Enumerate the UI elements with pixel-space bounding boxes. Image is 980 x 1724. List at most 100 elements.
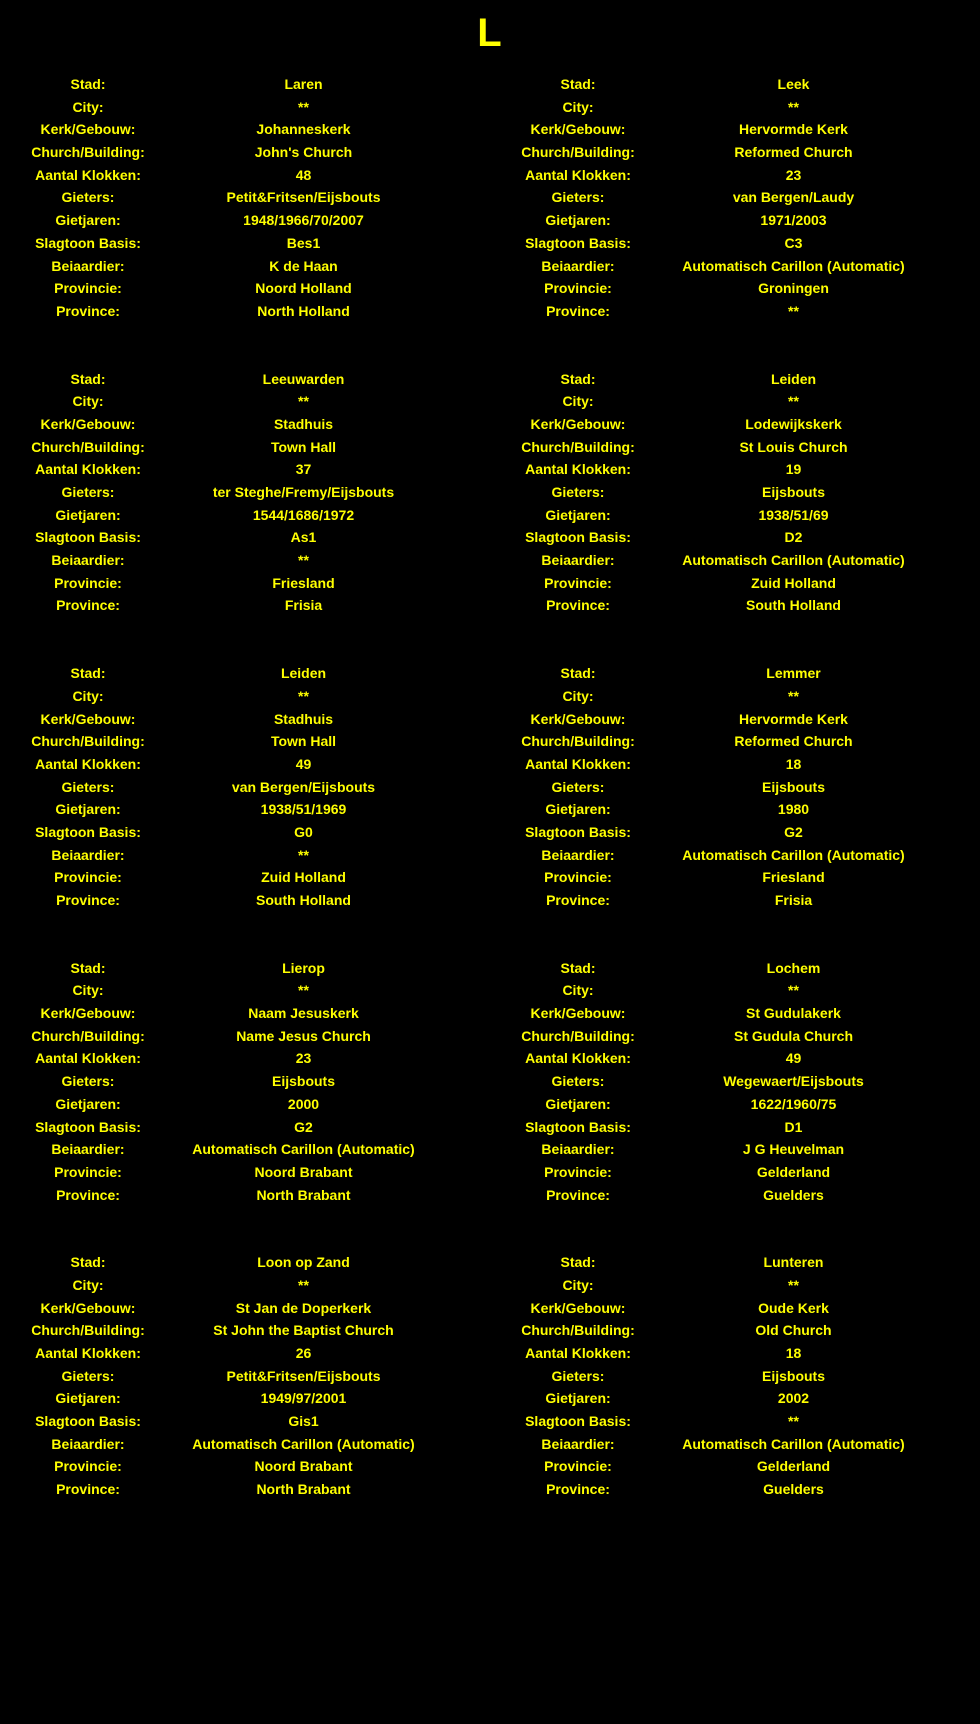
field-value-gieters: van Bergen/Laudy <box>732 189 855 206</box>
carillon-entry: Stad: Lochem City: ** Kerk/Gebouw: St Gudulak… <box>490 960 980 1210</box>
field-value-aantal-klokken: 23 <box>295 1050 312 1067</box>
field-value-slagtoon-basis: G2 <box>294 1118 313 1135</box>
field-row-stad: Stad: Leeuwarden <box>0 371 490 394</box>
field-row-gietjaren: Gietjaren: 1544/1686/1972 <box>0 507 490 530</box>
field-value-beiaardier: J G Heuvelman <box>742 1141 845 1158</box>
field-value-city: ** <box>788 982 799 999</box>
field-value-beiaardier: Automatisch Carillon (Automatic) <box>192 1141 415 1158</box>
field-value-city: ** <box>788 1276 799 1293</box>
field-label-stad: Stad: <box>70 665 106 682</box>
field-value-beiaardier: Automatisch Carillon (Automatic) <box>682 846 905 863</box>
field-value-gietjaren: 1938/51/1969 <box>260 801 347 818</box>
field-label-slagtoon-basis: Slagtoon Basis: <box>35 1118 141 1135</box>
field-row-kerk-gebouw: Kerk/Gebouw: Hervormde Kerk <box>490 711 980 734</box>
field-row-province: Province: Guelders <box>490 1187 980 1210</box>
field-label-provincie: Provincie: <box>544 1458 612 1475</box>
field-label-provincie: Provincie: <box>54 1163 122 1180</box>
carillon-entry: Stad: Lierop City: ** Kerk/Gebouw: Naam Jesus… <box>0 960 490 1210</box>
field-label-gietjaren: Gietjaren: <box>55 801 121 818</box>
field-value-provincie: Zuid Holland <box>751 574 836 591</box>
field-label-gietjaren: Gietjaren: <box>545 1095 611 1112</box>
field-value-slagtoon-basis: D2 <box>784 529 803 546</box>
field-row-aantal-klokken: Aantal Klokken: 49 <box>490 1050 980 1073</box>
field-value-gietjaren: 1971/2003 <box>760 212 827 229</box>
field-value-aantal-klokken: 19 <box>785 461 802 478</box>
field-row-province: Province: Guelders <box>490 1481 980 1504</box>
field-row-beiaardier: Beiaardier: Automatisch Carillon (Automat… <box>490 847 980 870</box>
field-value-aantal-klokken: 49 <box>785 1050 802 1067</box>
field-label-slagtoon-basis: Slagtoon Basis: <box>35 529 141 546</box>
field-value-provincie: Noord Holland <box>255 280 352 297</box>
field-value-church-building: Town Hall <box>270 438 337 455</box>
field-row-province: Province: Frisia <box>0 597 490 620</box>
field-value-gietjaren: 1948/1966/70/2007 <box>243 212 364 229</box>
field-row-aantal-klokken: Aantal Klokken: 18 <box>490 756 980 779</box>
field-label-province: Province: <box>546 1481 610 1498</box>
field-label-province: Province: <box>546 302 610 319</box>
field-row-city: City: ** <box>490 688 980 711</box>
field-value-beiaardier: Automatisch Carillon (Automatic) <box>682 552 905 569</box>
field-row-beiaardier: Beiaardier: Automatisch Carillon (Automat… <box>490 1436 980 1459</box>
field-row-beiaardier: Beiaardier: Automatisch Carillon (Automat… <box>490 552 980 575</box>
field-value-gietjaren: 2000 <box>287 1095 320 1112</box>
field-row-province: Province: South Holland <box>0 892 490 915</box>
field-label-slagtoon-basis: Slagtoon Basis: <box>35 1413 141 1430</box>
field-row-province: Province: North Brabant <box>0 1481 490 1504</box>
field-label-stad: Stad: <box>70 959 106 976</box>
field-value-aantal-klokken: 23 <box>785 166 802 183</box>
field-label-kerk-gebouw: Kerk/Gebouw: <box>530 1005 626 1022</box>
field-value-city: ** <box>298 687 309 704</box>
field-value-gietjaren: 1949/97/2001 <box>260 1390 347 1407</box>
field-value-province: South Holland <box>746 597 841 614</box>
field-value-beiaardier: Automatisch Carillon (Automatic) <box>682 1435 905 1452</box>
field-label-province: Province: <box>546 1186 610 1203</box>
field-row-provincie: Provincie: Zuid Holland <box>490 575 980 598</box>
field-row-kerk-gebouw: Kerk/Gebouw: St Gudulakerk <box>490 1005 980 1028</box>
field-row-gietjaren: Gietjaren: 1971/2003 <box>490 212 980 235</box>
field-row-aantal-klokken: Aantal Klokken: 18 <box>490 1345 980 1368</box>
field-row-provincie: Provincie: Noord Brabant <box>0 1458 490 1481</box>
carillon-entry: Stad: Leeuwarden City: ** Kerk/Gebouw: Stadhu… <box>0 371 490 621</box>
field-value-church-building: Old Church <box>755 1322 832 1339</box>
field-value-gieters: Eijsbouts <box>761 484 825 500</box>
field-value-gieters: Eijsbouts <box>271 1073 335 1090</box>
field-label-church-building: Church/Building: <box>31 1027 145 1044</box>
field-value-provincie: Noord Brabant <box>254 1163 353 1180</box>
field-label-province: Province: <box>56 302 120 319</box>
field-label-stad: Stad: <box>560 665 596 682</box>
field-row-aantal-klokken: Aantal Klokken: 23 <box>0 1050 490 1073</box>
field-label-provincie: Provincie: <box>54 574 122 591</box>
field-label-provincie: Provincie: <box>544 574 612 591</box>
field-label-gieters: Gieters: <box>551 1073 605 1090</box>
field-label-beiaardier: Beiaardier: <box>51 1141 125 1158</box>
field-label-kerk-gebouw: Kerk/Gebouw: <box>40 121 136 138</box>
field-value-kerk-gebouw: Johanneskerk <box>256 121 351 138</box>
field-row-beiaardier: Beiaardier: Automatisch Carillon (Automat… <box>490 258 980 281</box>
carillon-entry: Stad: Lunteren City: ** Kerk/Gebouw: Oude Ker… <box>490 1254 980 1504</box>
field-value-slagtoon-basis: G0 <box>294 823 313 840</box>
field-row-provincie: Provincie: Friesland <box>490 869 980 892</box>
field-label-aantal-klokken: Aantal Klokken: <box>525 166 631 183</box>
field-row-gietjaren: Gietjaren: 1980 <box>490 801 980 824</box>
field-value-city: ** <box>298 1276 309 1293</box>
field-label-church-building: Church/Building: <box>521 1322 635 1339</box>
field-row-stad: Stad: Laren <box>0 76 490 99</box>
field-label-beiaardier: Beiaardier: <box>51 552 125 569</box>
field-label-city: City: <box>562 98 594 115</box>
field-value-city: ** <box>788 393 799 410</box>
field-value-aantal-klokken: 49 <box>295 755 312 772</box>
field-value-beiaardier: ** <box>298 552 309 569</box>
field-label-beiaardier: Beiaardier: <box>541 257 615 274</box>
field-row-church-building: Church/Building: Town Hall <box>0 733 490 756</box>
field-value-church-building: St John the Baptist Church <box>213 1322 394 1339</box>
field-row-city: City: ** <box>0 1277 490 1300</box>
field-label-gieters: Gieters: <box>61 1367 115 1384</box>
field-value-kerk-gebouw: St Jan de Doperkerk <box>235 1299 372 1316</box>
field-row-beiaardier: Beiaardier: K de Haan <box>0 258 490 281</box>
field-value-stad: Leeuwarden <box>262 370 345 387</box>
field-row-gieters: Gieters: van Bergen/Laudy <box>490 189 980 212</box>
field-value-slagtoon-basis: C3 <box>784 234 803 251</box>
field-row-city: City: ** <box>0 99 490 122</box>
field-value-provincie: Zuid Holland <box>261 869 346 886</box>
field-label-kerk-gebouw: Kerk/Gebouw: <box>530 121 626 138</box>
